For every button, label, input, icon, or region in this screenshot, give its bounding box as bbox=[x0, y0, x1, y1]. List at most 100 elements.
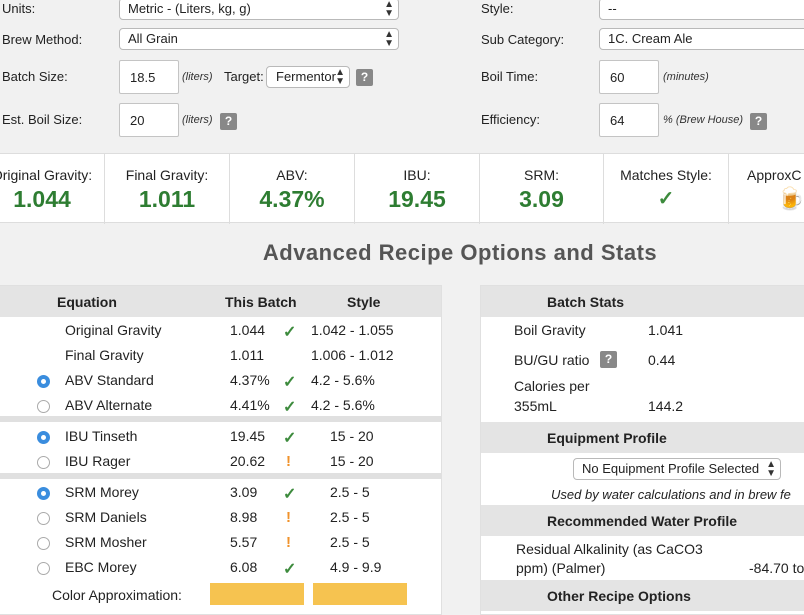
check-icon: ✓ bbox=[283, 430, 297, 447]
divider bbox=[0, 416, 442, 422]
boil-gravity-label: Boil Gravity bbox=[514, 322, 586, 338]
style-range: 4.9 - 9.9 bbox=[330, 559, 382, 575]
equipment-header: Equipment Profile bbox=[481, 422, 804, 453]
units-select[interactable]: Metric - (Liters, kg, g) ▲ ▼ bbox=[119, 0, 399, 20]
check-icon: ✓ bbox=[283, 324, 297, 341]
radio-button[interactable] bbox=[37, 400, 50, 413]
radio-button[interactable] bbox=[37, 375, 50, 388]
stat-title: Matches Style: bbox=[620, 167, 712, 183]
target-value: Fermentor bbox=[276, 69, 336, 84]
help-icon[interactable]: ? bbox=[600, 351, 617, 368]
subcategory-select[interactable]: 1C. Cream Ale bbox=[599, 28, 804, 50]
batch-value: 1.044 bbox=[230, 322, 266, 338]
style-col-header: Style bbox=[347, 294, 381, 310]
stat-title: Final Gravity: bbox=[125, 167, 209, 183]
equation-header: Equation This Batch Style bbox=[0, 286, 441, 317]
stat-original-gravity: Original Gravity: 1.044 bbox=[0, 154, 105, 224]
boil-time-input[interactable]: 60 bbox=[599, 60, 659, 94]
boil-size-input[interactable]: 20 bbox=[119, 103, 179, 137]
bugu-label: BU/GU ratio bbox=[514, 352, 590, 368]
chevron-updown-icon: ▲ ▼ bbox=[766, 459, 776, 479]
batch-value: 5.57 bbox=[230, 534, 258, 550]
calories-value: 144.2 bbox=[648, 398, 684, 414]
batch-size-label: Batch Size: bbox=[2, 69, 68, 84]
style-range: 2.5 - 5 bbox=[330, 509, 370, 525]
batch-value: 3.09 bbox=[230, 484, 258, 500]
radio-button[interactable] bbox=[37, 512, 50, 525]
equipment-select[interactable]: No Equipment Profile Selected ▲ ▼ bbox=[573, 458, 781, 480]
check-icon: ✓ bbox=[283, 561, 297, 578]
stat-value: 1.044 bbox=[13, 186, 71, 212]
style-select[interactable]: -- bbox=[599, 0, 804, 20]
other-options-title: Other Recipe Options bbox=[547, 588, 691, 604]
style-range: 1.006 - 1.012 bbox=[311, 347, 394, 363]
style-range: 2.5 - 5 bbox=[330, 484, 370, 500]
boil-size-label: Est. Boil Size: bbox=[2, 112, 83, 127]
divider bbox=[0, 473, 442, 479]
equation-name: IBU Tinseth bbox=[65, 428, 138, 444]
stat-title: ApproxC bbox=[747, 167, 802, 183]
style-range: 1.042 - 1.055 bbox=[311, 322, 394, 338]
stat-title: ABV: bbox=[276, 167, 308, 183]
target-select[interactable]: Fermentor ▲ ▼ bbox=[266, 66, 350, 88]
style-range: 15 - 20 bbox=[330, 428, 374, 444]
style-range: 2.5 - 5 bbox=[330, 534, 370, 550]
check-icon: ✓ bbox=[283, 374, 297, 391]
radio-button[interactable] bbox=[37, 537, 50, 550]
radio-button[interactable] bbox=[37, 562, 50, 575]
batch-value: 4.37% bbox=[230, 372, 270, 388]
boil-gravity-value: 1.041 bbox=[648, 322, 684, 338]
batch-size-input[interactable]: 18.5 bbox=[119, 60, 179, 94]
equation-name: SRM Morey bbox=[65, 484, 139, 500]
stat-value: 3.09 bbox=[519, 186, 564, 212]
equation-name: SRM Daniels bbox=[65, 509, 147, 525]
efficiency-input[interactable]: 64 bbox=[599, 103, 659, 137]
equation-name: Original Gravity bbox=[65, 322, 162, 338]
brew-method-value: All Grain bbox=[128, 31, 178, 46]
warning-icon: ! bbox=[286, 534, 291, 551]
batch-value: 19.45 bbox=[230, 428, 266, 444]
bugu-value: 0.44 bbox=[648, 352, 676, 368]
radio-button[interactable] bbox=[37, 431, 50, 444]
warning-icon: ! bbox=[286, 509, 291, 526]
water-profile-header: Recommended Water Profile bbox=[481, 505, 804, 536]
calories-label-unit: 355mL bbox=[514, 398, 557, 414]
efficiency-label: Efficiency: bbox=[481, 112, 541, 127]
subcategory-label: Sub Category: bbox=[481, 32, 565, 47]
ra-label-unit: ppm) (Palmer) bbox=[516, 560, 606, 576]
calories-label: Calories per bbox=[514, 378, 590, 394]
stat-value: 19.45 bbox=[388, 186, 446, 212]
brew-method-select[interactable]: All Grain ▲ ▼ bbox=[119, 28, 399, 50]
color-approx-label: Color Approximation: bbox=[52, 587, 182, 603]
equation-name: ABV Standard bbox=[65, 372, 154, 388]
radio-button[interactable] bbox=[37, 456, 50, 469]
check-icon: ✓ bbox=[657, 188, 675, 210]
equation-panel: Equation This Batch Style Original Gravi… bbox=[0, 285, 442, 615]
batch-value: 1.011 bbox=[230, 347, 264, 363]
radio-button[interactable] bbox=[37, 487, 50, 500]
boil-time-unit: (minutes) bbox=[663, 71, 709, 83]
equation-name: Final Gravity bbox=[65, 347, 144, 363]
subcategory-value: 1C. Cream Ale bbox=[608, 31, 693, 46]
help-icon[interactable]: ? bbox=[356, 69, 373, 86]
batch-value: 20.62 bbox=[230, 453, 266, 469]
stat-abv: ABV: 4.37% bbox=[230, 154, 355, 224]
style-label: Style: bbox=[481, 1, 514, 16]
section-heading: Advanced Recipe Options and Stats bbox=[262, 240, 658, 265]
batch-value: 8.98 bbox=[230, 509, 258, 525]
efficiency-unit: % (Brew House) bbox=[663, 114, 744, 126]
equation-col-header: Equation bbox=[57, 294, 117, 310]
stat-title: SRM: bbox=[524, 167, 559, 183]
help-icon[interactable]: ? bbox=[220, 113, 237, 130]
chevron-updown-icon: ▲ ▼ bbox=[335, 67, 345, 87]
batch-stats-panel: Batch Stats Boil Gravity 1.041 BU/GU rat… bbox=[480, 285, 804, 615]
equipment-note: Used by water calculations and in brew f… bbox=[551, 487, 791, 502]
help-icon[interactable]: ? bbox=[750, 113, 767, 130]
style-range: 15 - 20 bbox=[330, 453, 374, 469]
batch-stats-header: Batch Stats bbox=[481, 286, 804, 317]
boil-time-label: Boil Time: bbox=[481, 69, 539, 84]
equipment-title: Equipment Profile bbox=[547, 430, 667, 446]
stat-srm: SRM: 3.09 bbox=[480, 154, 604, 224]
stat-final-gravity: Final Gravity: 1.011 bbox=[105, 154, 230, 224]
equation-name: SRM Mosher bbox=[65, 534, 147, 550]
